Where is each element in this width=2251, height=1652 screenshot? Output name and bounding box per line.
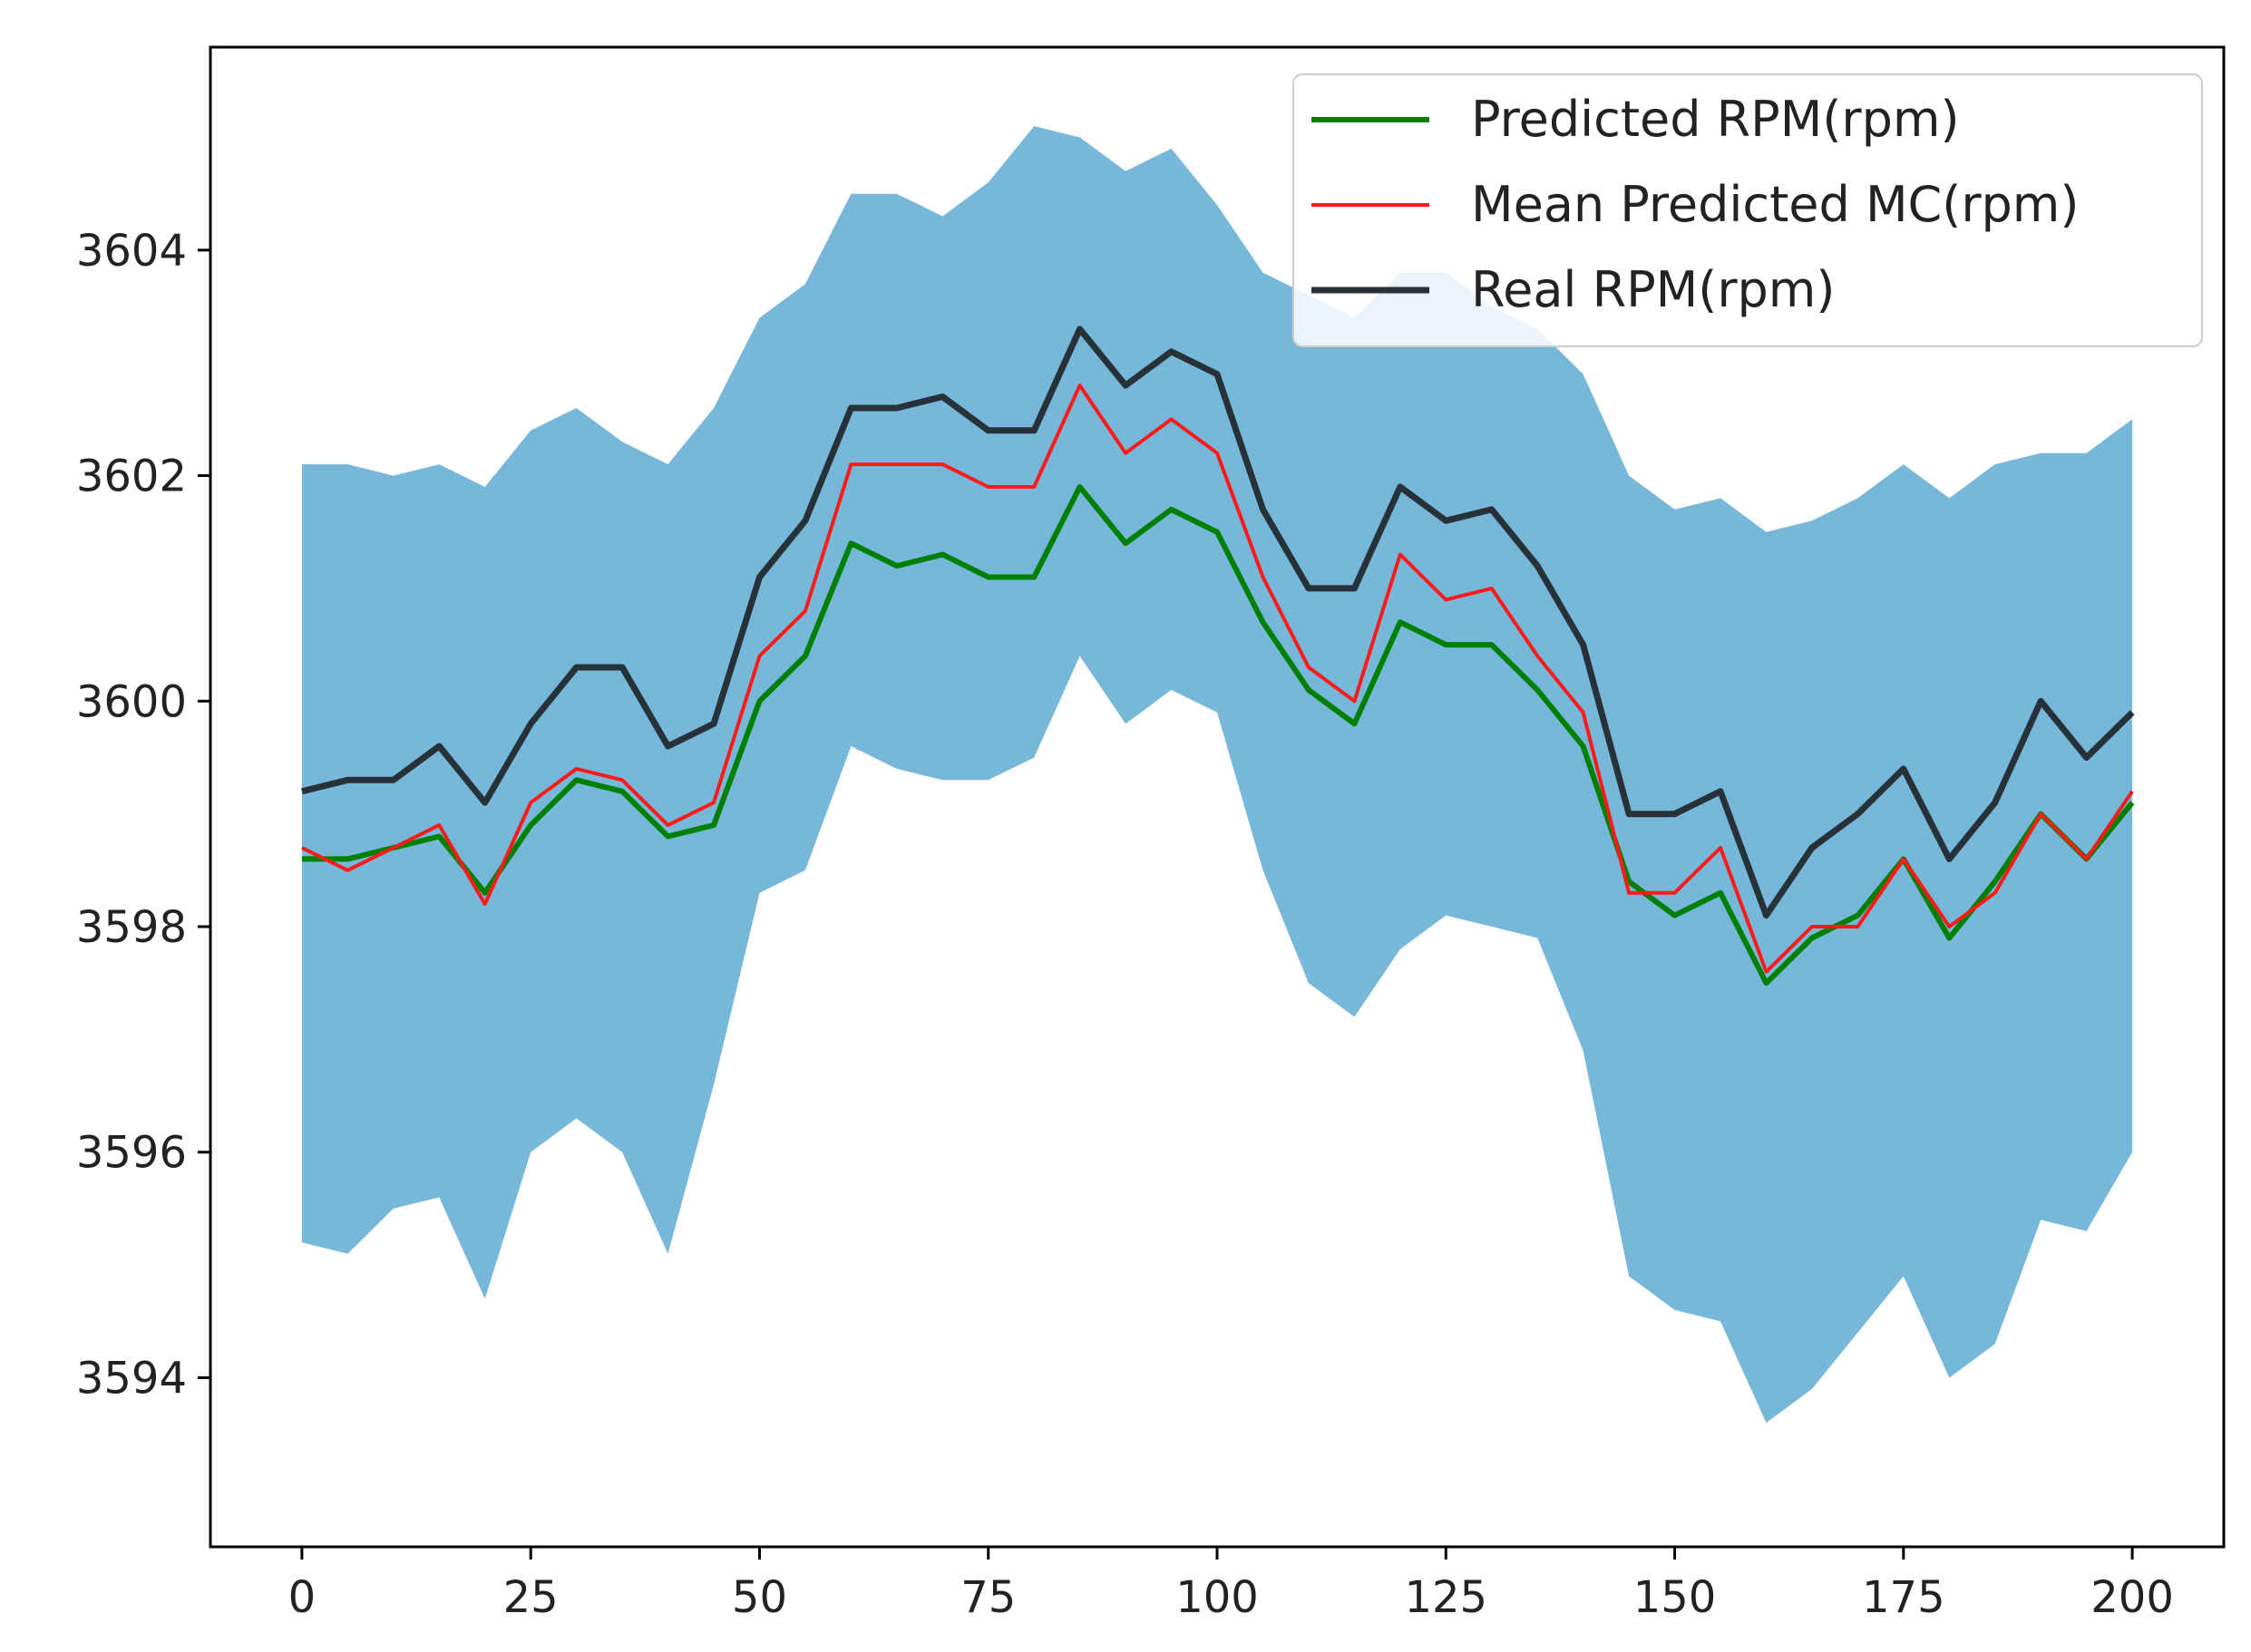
x-tick-label: 150 bbox=[1633, 1572, 1717, 1623]
plot-area bbox=[301, 126, 2135, 1424]
legend: Predicted RPM(rpm) Mean Predicted MC(rpm)… bbox=[1292, 73, 2203, 347]
x-tick-label: 200 bbox=[2090, 1572, 2174, 1623]
y-tick-label: 3602 bbox=[76, 452, 187, 502]
legend-box bbox=[1292, 73, 2203, 347]
series-line-2 bbox=[301, 384, 2134, 974]
x-tick-label: 125 bbox=[1404, 1572, 1487, 1623]
x-tick-label: 50 bbox=[732, 1572, 787, 1623]
y-tick-label: 3600 bbox=[76, 676, 187, 727]
y-tick-label: 3598 bbox=[76, 902, 187, 953]
legend-label-3: Real RPM(rpm) bbox=[1471, 261, 1835, 318]
series-line-1 bbox=[301, 484, 2135, 986]
series-line-3 bbox=[301, 326, 2135, 919]
x-tick-label: 0 bbox=[288, 1572, 317, 1623]
x-tick-label: 100 bbox=[1175, 1572, 1259, 1623]
y-tick-label: 3594 bbox=[76, 1353, 187, 1404]
x-tick-label: 175 bbox=[1862, 1572, 1945, 1623]
axes: 0 25 50 75 100 125 150 175 200 3594 3596 3598 3600 36… bbox=[76, 45, 2226, 1623]
uncertainty-band bbox=[301, 126, 2133, 1424]
y-tick-label: 3604 bbox=[76, 226, 187, 277]
x-tick-label: 25 bbox=[503, 1572, 559, 1623]
y-tick-label: 3596 bbox=[76, 1128, 187, 1179]
x-tick-label: 75 bbox=[960, 1572, 1016, 1623]
legend-label-2: Mean Predicted MC(rpm) bbox=[1471, 176, 2079, 233]
legend-label-1: Predicted RPM(rpm) bbox=[1471, 91, 1960, 148]
